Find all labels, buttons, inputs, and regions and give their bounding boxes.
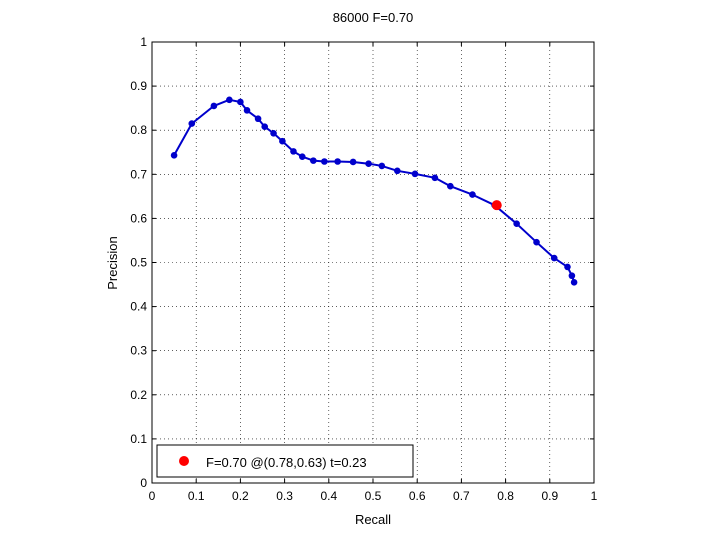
x-tick-label: 0.7 [453,489,470,503]
best-point-layer [491,200,502,211]
x-axis-label: Recall [355,512,391,527]
y-tick-label: 0.7 [130,167,147,181]
tick-labels: 0 0.1 0.2 0.3 0.4 0.5 0.6 0.7 0.8 0.9 1 0 0.1 0.2 0.3 0… [130,35,597,503]
data-point [279,137,286,145]
x-tick-label: 0.2 [232,489,249,503]
data-point [533,238,540,246]
data-point [210,102,218,110]
data-point [321,158,328,165]
legend-marker [179,456,189,466]
data-point [550,254,558,262]
data-point [365,160,372,168]
x-tick-label: 0.6 [409,489,426,503]
grid-lines [152,42,594,483]
data-point [378,162,386,170]
legend-label: F=0.70 @(0.78,0.63) t=0.23 [206,455,367,470]
y-tick-label: 0.3 [130,344,147,358]
data-point [394,167,401,175]
x-tick-label: 0.5 [365,489,382,503]
x-tick-label: 0 [149,489,156,503]
y-tick-label: 0.5 [130,256,147,270]
data-point [411,170,419,178]
data-point [469,191,476,198]
data-point [237,98,244,106]
x-tick-label: 0.4 [320,489,337,503]
data-point [298,153,306,160]
data-point [188,120,196,127]
data-point [310,157,317,164]
data-point [290,148,297,155]
x-tick-label: 0.9 [541,489,558,503]
data-point [270,129,277,137]
y-tick-label: 0.6 [130,211,147,225]
data-point [349,158,357,166]
data-point [568,272,576,280]
chart-title: 86000 F=0.70 [333,10,414,25]
best-f-point [491,200,502,211]
y-tick-label: 0.8 [130,123,147,137]
data-point [170,152,178,159]
x-tick-label: 0.1 [188,489,205,503]
y-tick-label: 0.2 [130,388,147,402]
data-point [431,174,439,182]
data-point [570,279,578,286]
y-tick-label: 1 [140,35,147,49]
y-tick-label: 0 [140,476,147,490]
data-point [513,220,520,227]
data-point [447,182,454,190]
data-point [226,96,233,104]
data-point [243,107,251,114]
series-layer [170,96,578,286]
y-tick-label: 0.9 [130,79,147,93]
y-tick-label: 0.1 [130,432,147,446]
y-axis-label: Precision [105,236,120,289]
data-point [564,263,571,271]
x-tick-label: 0.3 [276,489,293,503]
data-point [261,123,269,130]
x-tick-label: 1 [591,489,598,503]
legend: F=0.70 @(0.78,0.63) t=0.23 [156,444,414,478]
x-tick-label: 0.8 [497,489,514,503]
legend-box [156,444,414,478]
y-tick-label: 0.4 [130,300,147,314]
axes-frame [151,41,595,484]
data-point [254,115,262,123]
data-point [334,158,341,165]
